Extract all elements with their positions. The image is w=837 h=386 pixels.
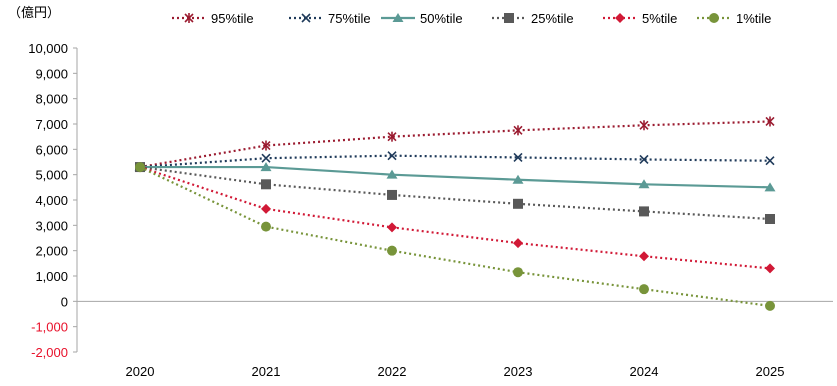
series-line [140,165,771,189]
x-tick-label: 2025 [756,364,785,379]
legend-item: 50%tile [381,11,463,26]
y-tick-label: 10,000 [28,41,68,56]
series-line [139,154,771,169]
data-point [261,153,271,163]
data-point [386,169,398,179]
legend-item: 25%tile [492,11,574,26]
legend-marker [184,13,194,23]
legend-label: 25%tile [531,11,574,26]
legend-label: 75%tile [328,11,371,26]
legend-item: 5%tile [603,11,677,26]
data-point [765,214,775,224]
x-tick-label: 2023 [504,364,533,379]
legend-label: 50%tile [420,11,463,26]
y-tick-label: 8,000 [35,92,68,107]
x-tick-label: 2020 [126,364,155,379]
legend-marker [392,13,404,22]
y-tick-label: 9,000 [35,66,68,81]
y-tick-label: 6,000 [35,142,68,157]
data-point [765,263,775,274]
y-tick-label: 7,000 [35,117,68,132]
x-axis: 2020 2021 2022 2023 2024 2025 [77,300,833,379]
data-point [513,152,523,163]
y-tick-label: 4,000 [35,193,68,208]
x-tick-label: 2022 [378,364,407,379]
data-point [513,198,523,209]
data-point [387,151,397,161]
legend-item: 95%tile [172,11,254,26]
data-point [135,162,145,173]
series-50pcttile [134,162,776,192]
data-point [387,131,397,142]
data-point [513,125,523,136]
legend-marker [615,13,625,23]
series-1pcttile [135,162,775,311]
data-point [261,140,271,151]
data-point [639,154,649,165]
data-point [261,179,271,190]
series-line [139,120,771,169]
legend-item: 75%tile [289,11,371,26]
series-25pcttile [135,162,775,224]
data-point [261,221,271,232]
y-tick-label: 0 [61,294,68,309]
data-point [512,174,524,184]
x-tick-label: 2021 [252,364,281,379]
series-line [139,165,771,221]
data-point [765,156,775,166]
data-point [639,251,649,262]
data-point [639,120,649,131]
legend-label: 95%tile [211,11,254,26]
data-point [387,189,397,200]
data-point [513,238,523,249]
unit-label: （億円） [8,5,60,20]
legend-label: 1%tile [736,11,771,26]
data-point [387,222,397,233]
y-tick-label: 5,000 [35,168,68,183]
data-point [260,162,272,172]
series-line [139,166,771,270]
y-axis: -2,000 -1,000 0 1,000 2,000 3,000 4,000 5,000 6,… [28,41,78,360]
y-tick-label: -1,000 [31,320,68,335]
x-tick-label: 2024 [630,364,659,379]
data-point [261,203,271,214]
data-point [764,182,776,192]
y-tick-label: 2,000 [35,244,68,259]
legend-marker [709,13,719,23]
legend-label: 5%tile [642,11,677,26]
legend-item: 1%tile [697,11,771,26]
series-95pcttile [135,116,775,173]
data-point [639,206,649,217]
legend-marker [504,13,514,23]
series-layer [134,116,776,311]
data-point [638,179,650,189]
data-point [513,267,523,278]
legend: 95%tile 75%tile 50%tile 25%tile 5%tile 1%tile [172,11,771,26]
data-point [639,284,649,295]
y-tick-label: 3,000 [35,218,68,233]
data-point [765,300,775,311]
y-tick-label: -2,000 [31,345,68,360]
legend-marker [301,13,311,23]
series-line [139,166,771,307]
data-point [765,116,775,127]
y-tick-label: 1,000 [35,269,68,284]
data-point [387,245,397,256]
